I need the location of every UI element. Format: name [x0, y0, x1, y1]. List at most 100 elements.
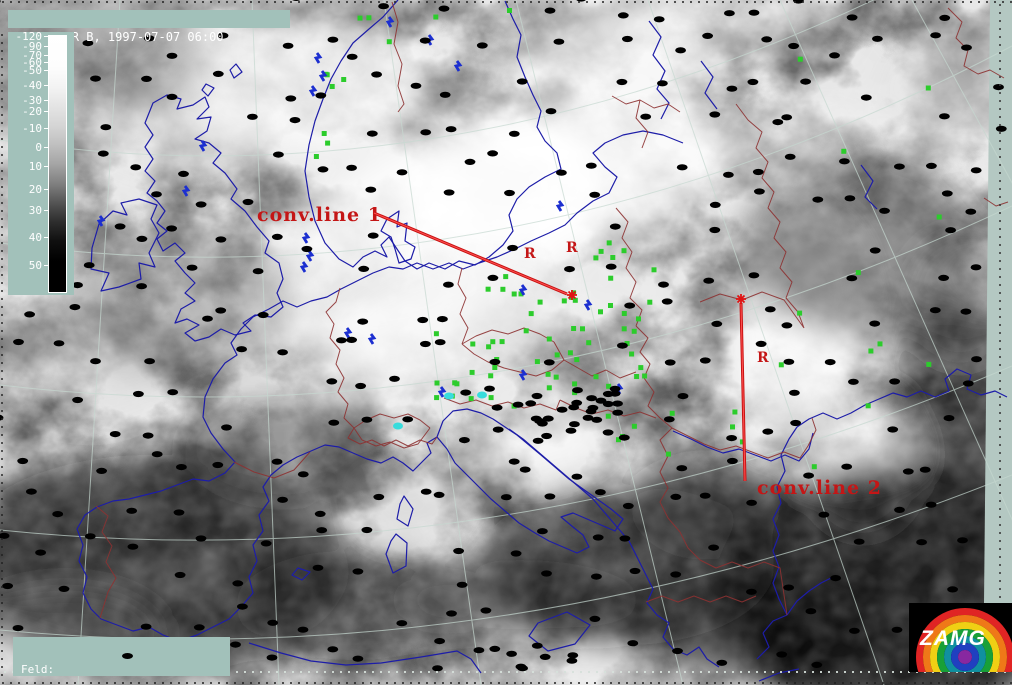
station-observation-dots [0, 0, 1007, 672]
station-dot [35, 549, 46, 556]
station-dot [962, 380, 974, 387]
zamg-logo: ZAMG [909, 603, 1012, 672]
legend-tick-label: 40 [28, 231, 42, 244]
lightning-marker [343, 327, 353, 339]
frame-tick [874, 1, 876, 3]
station-dot [800, 78, 811, 85]
station-dot [709, 201, 721, 208]
frame-tick [999, 380, 1001, 382]
frame-tick [706, 682, 708, 684]
green-cell-marker [433, 331, 439, 337]
lightning-marker [313, 52, 323, 64]
frame-tick [394, 1, 396, 3]
frame-tick [2, 1, 4, 3]
station-dot [215, 307, 227, 314]
station-dot [869, 320, 881, 327]
frame-tick [999, 124, 1001, 126]
legend-tick-label: -30 [22, 94, 42, 107]
frame-tick [722, 1, 724, 3]
frame-tick [999, 412, 1001, 414]
station-dot [564, 266, 575, 273]
green-cell-marker [329, 84, 335, 89]
frame-tick [58, 1, 60, 3]
legend-tick-mark [44, 166, 48, 167]
frame-tick [999, 532, 1001, 534]
station-dot [530, 415, 542, 422]
frame-tick [698, 682, 700, 684]
frame-tick [210, 1, 212, 3]
station-dot [90, 75, 101, 82]
frame-tick [300, 671, 302, 673]
frame-tick [634, 1, 636, 3]
station-dot [434, 339, 446, 346]
frame-tick [482, 1, 484, 3]
frame-tick [106, 682, 108, 684]
frame-tick [170, 682, 172, 684]
station-dot [926, 162, 937, 169]
frame-tick [732, 671, 734, 673]
station-dot [292, 0, 301, 1]
station-dot [537, 420, 548, 427]
frame-tick [186, 682, 188, 684]
frame-tick [330, 682, 332, 684]
frame-tick [999, 508, 1001, 510]
frame-tick [868, 671, 870, 673]
station-dot [140, 623, 152, 630]
frame-tick [674, 1, 676, 3]
frame-tick [714, 1, 716, 3]
frame-tick [708, 671, 710, 673]
frame-tick [338, 1, 340, 3]
frame-tick [1, 562, 3, 564]
frame-tick [308, 671, 310, 673]
frame-tick [999, 548, 1001, 550]
conv-line-core [373, 212, 568, 295]
station-dot [361, 416, 373, 423]
frame-tick [756, 671, 758, 673]
frame-tick [404, 671, 406, 673]
frame-tick [258, 682, 260, 684]
frame-tick [162, 682, 164, 684]
frame-tick [764, 671, 766, 673]
frame-tick [1, 674, 3, 676]
frame-tick [450, 1, 452, 3]
green-cell-marker [621, 326, 627, 332]
station-dot [605, 263, 617, 270]
frame-tick [810, 1, 812, 3]
frame-tick [1, 98, 3, 100]
lightning-marker [299, 261, 309, 273]
station-dot [965, 208, 977, 215]
right-edge-strip [984, 0, 1012, 603]
station-dot [510, 550, 522, 557]
frame-tick [906, 1, 908, 3]
green-cell-marker [518, 291, 524, 297]
station-dot [316, 527, 328, 534]
frame-tick [748, 671, 750, 673]
frame-tick [138, 1, 140, 3]
frame-tick [258, 1, 260, 3]
frame-tick [999, 372, 1001, 374]
frame-tick [186, 1, 188, 3]
station-dot [480, 607, 492, 614]
frame-tick [1, 194, 3, 196]
frame-tick [706, 1, 708, 3]
frame-tick [956, 671, 958, 673]
frame-tick [436, 671, 438, 673]
station-dot [508, 458, 520, 465]
station-dot [595, 489, 606, 496]
frame-tick [482, 682, 484, 684]
frame-tick [970, 682, 972, 684]
station-dot [90, 358, 101, 365]
frame-tick [1, 338, 3, 340]
station-dot [663, 416, 675, 423]
green-cell-marker [488, 373, 494, 379]
frame-tick [892, 671, 894, 673]
station-dot [143, 35, 155, 42]
frame-tick [500, 671, 502, 673]
frame-tick [178, 682, 180, 684]
frame-tick [692, 671, 694, 673]
station-dot [803, 472, 814, 479]
frame-tick [252, 671, 254, 673]
station-dot [438, 5, 450, 12]
frame-tick [538, 682, 540, 684]
